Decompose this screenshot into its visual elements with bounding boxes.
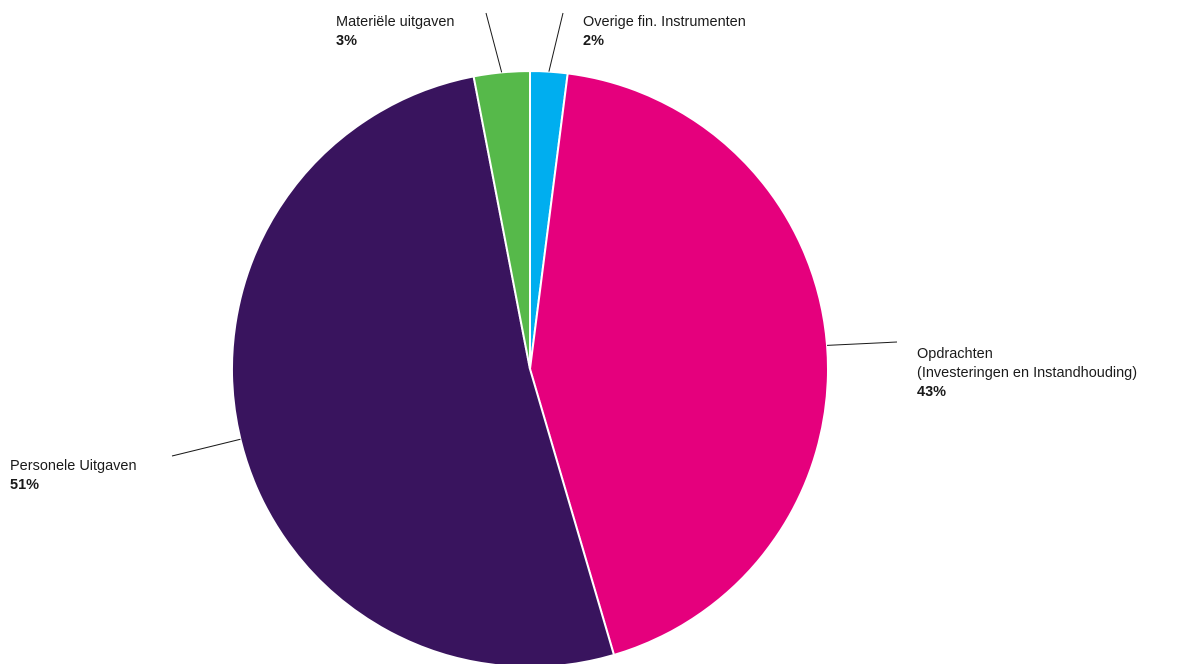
slice-percent-personele-uitgaven: 51% [10, 477, 39, 493]
pie-slices [231, 69, 829, 664]
pie-slice-personele-uitgaven [231, 75, 616, 664]
slice-label-personele-uitgaven: Personele Uitgaven 51% [10, 458, 137, 493]
slice-label-overige-fin-instrumenten: Overige fin. Instrumenten 2% [583, 14, 746, 49]
slice-label-materi-le-uitgaven: Materiële uitgaven 3% [336, 14, 455, 49]
slice-percent-opdrachten-investeringen-en-instandhouding: 43% [917, 384, 946, 400]
leader-line-opdrachten-investeringen-en-instandhouding [827, 341, 898, 346]
slice-percent-overige-fin-instrumenten: 2% [583, 33, 604, 49]
slice-percent-materi-le-uitgaven: 3% [336, 33, 357, 49]
leader-line-personele-uitgaven [171, 438, 241, 457]
slice-labels: Overige fin. Instrumenten 2% Opdrachten (In… [10, 12, 1137, 493]
pie-slice-opdrachten-investeringen-en-instandhouding [528, 72, 829, 657]
slice-label-opdrachten-investeringen-en-instandhouding: Opdrachten (Investeringen en Instandhoudi… [917, 346, 1137, 400]
leader-line-materi-le-uitgaven [485, 12, 503, 73]
leader-line-overige-fin-instrumenten [548, 12, 564, 72]
